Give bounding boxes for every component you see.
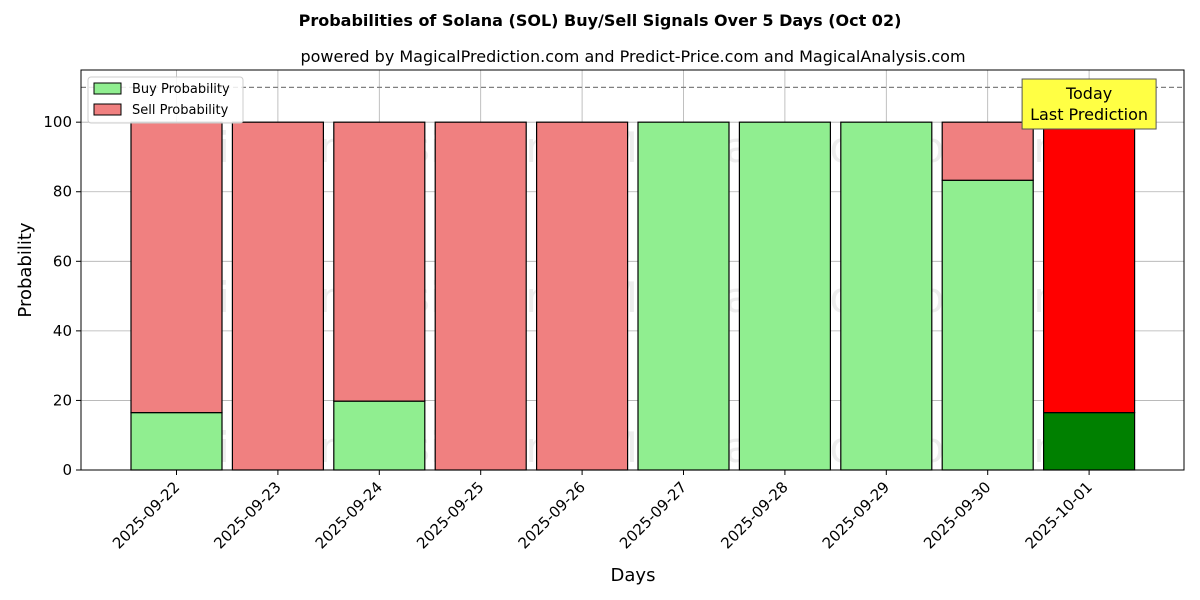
buy-bar xyxy=(941,179,1034,471)
sell-bar xyxy=(1042,121,1136,414)
y-tick-label: 20 xyxy=(53,391,72,409)
y-tick-label: 0 xyxy=(62,461,72,479)
x-ticks: 2025-09-22 2025-09-23 2025-09-24 2025-09-25… xyxy=(109,470,1096,552)
x-tick-label: 2025-09-30 xyxy=(920,478,994,552)
y-tick-label: 40 xyxy=(53,322,72,340)
legend-label: Buy Probability xyxy=(132,82,230,97)
legend-box xyxy=(87,76,244,124)
buy-bar xyxy=(637,121,730,471)
sell-bar xyxy=(130,121,223,414)
y-tick-label: 80 xyxy=(53,183,72,201)
x-tick-label: 2025-09-22 xyxy=(109,478,183,552)
y-tick-label: 60 xyxy=(53,252,72,270)
buy-bar xyxy=(840,121,933,471)
today-annotation-text: Last Prediction xyxy=(1030,105,1148,124)
buy-bar xyxy=(130,412,223,471)
y-tick-label: 100 xyxy=(43,113,72,131)
buy-bar xyxy=(333,400,426,471)
x-tick-label: 2025-09-23 xyxy=(210,478,284,552)
x-tick-label: 2025-09-26 xyxy=(515,478,589,552)
today-annotation-box xyxy=(1021,78,1157,130)
chart-title: Probabilities of Solana (SOL) Buy/Sell S… xyxy=(299,11,902,30)
sell-bar xyxy=(434,121,527,471)
today-annotation: Today Last Prediction xyxy=(1021,78,1157,130)
sell-bar xyxy=(535,121,629,471)
legend-swatch xyxy=(93,82,122,95)
y-ticks: 0 20 40 60 80 100 xyxy=(43,113,81,479)
legend-label: Sell Probability xyxy=(132,103,229,118)
sell-bar xyxy=(941,121,1034,181)
x-tick-label: 2025-09-27 xyxy=(616,478,690,552)
sell-bar xyxy=(333,121,426,402)
sell-bar xyxy=(231,121,324,471)
legend: Buy Probability Sell Probability xyxy=(87,76,244,124)
bars xyxy=(130,121,1136,471)
x-tick-label: 2025-09-28 xyxy=(717,478,791,552)
x-tick-label: 2025-09-25 xyxy=(413,478,487,552)
x-tick-label: 2025-09-29 xyxy=(819,478,893,552)
buy-bar xyxy=(1042,412,1136,471)
legend-swatch xyxy=(93,103,122,116)
buy-bar xyxy=(738,121,832,471)
chart-subtitle: powered by MagicalPrediction.com and Pre… xyxy=(300,47,965,66)
today-annotation-text: Today xyxy=(1065,84,1112,103)
x-tick-label: 2025-10-01 xyxy=(1022,478,1096,552)
y-axis-label: Probability xyxy=(15,222,36,317)
x-axis-label: Days xyxy=(611,565,656,586)
x-tick-label: 2025-09-24 xyxy=(312,478,386,552)
plot-frame xyxy=(80,69,1185,471)
